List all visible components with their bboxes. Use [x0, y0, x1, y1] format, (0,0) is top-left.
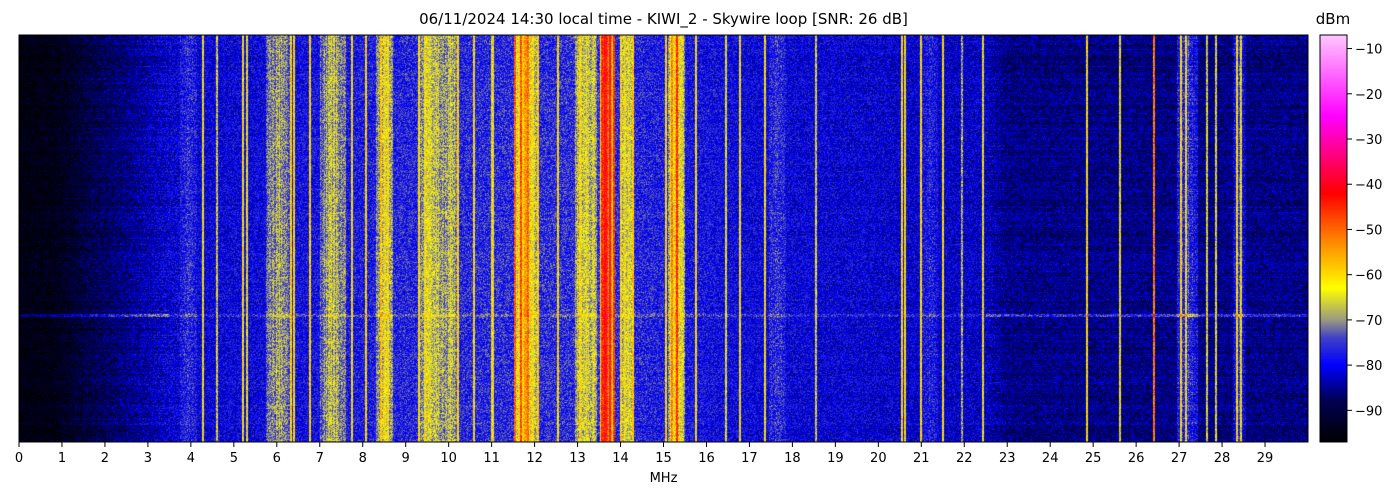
x-tick-label: 17: [741, 451, 758, 466]
colorbar-frame: [1319, 34, 1348, 443]
x-axis-label: MHz: [650, 471, 678, 486]
x-tick-label: 6: [273, 451, 281, 466]
waterfall-image: [19, 35, 1308, 442]
x-tick-label: 20: [870, 451, 887, 466]
colorbar: −10 −20 −30 −40 −50 −60 −70 −80 −90: [1319, 34, 1382, 443]
x-tick-label: 22: [956, 451, 973, 466]
colorbar-tick-label: −80: [1355, 359, 1382, 374]
x-tick-label: 10: [440, 451, 457, 466]
x-tick-label: 28: [1214, 451, 1231, 466]
x-tick-label: 25: [1085, 451, 1102, 466]
x-tick-label: 21: [913, 451, 930, 466]
chart-title: 06/11/2024 14:30 local time - KIWI_2 - S…: [419, 10, 908, 28]
colorbar-tick-label: −60: [1355, 269, 1382, 284]
x-tick-label: 14: [612, 451, 629, 466]
x-tick-label: 8: [359, 451, 367, 466]
x-tick-label: 11: [483, 451, 500, 466]
x-tick-label: 0: [15, 451, 23, 466]
x-tick-label: 15: [655, 451, 672, 466]
x-tick-label: 5: [230, 451, 238, 466]
colorbar-tick-label: −70: [1355, 314, 1382, 329]
x-tick-label: 19: [827, 451, 844, 466]
x-tick-label: 18: [784, 451, 801, 466]
colorbar-tick-label: −20: [1355, 88, 1382, 103]
colorbar-gradient: [1320, 35, 1347, 442]
x-tick-label: 12: [526, 451, 543, 466]
x-tick-label: 3: [144, 451, 152, 466]
x-tick-label: 24: [1042, 451, 1059, 466]
x-tick-label: 7: [316, 451, 324, 466]
spectrogram-heatmap: [19, 35, 1308, 442]
x-tick-label: 13: [569, 451, 586, 466]
colorbar-ticks: −10 −20 −30 −40 −50 −60 −70 −80 −90: [1347, 43, 1382, 419]
colorbar-tick-label: −50: [1355, 223, 1382, 238]
x-tick-label: 9: [402, 451, 410, 466]
x-tick-label: 29: [1257, 451, 1274, 466]
x-tick-label: 23: [999, 451, 1016, 466]
colorbar-tick-label: −40: [1355, 178, 1382, 193]
colorbar-label: dBm: [1315, 10, 1351, 28]
x-tick-label: 27: [1171, 451, 1188, 466]
colorbar-tick-label: −10: [1355, 43, 1382, 58]
x-axis: 0 1 2 3 4 5 6 7 8 9 10 11 12 13 14 15 16 17 18 19 20 21 22 23 24…: [15, 442, 1273, 466]
x-tick-label: 26: [1128, 451, 1145, 466]
x-tick-label: 1: [58, 451, 66, 466]
x-tick-label: 4: [187, 451, 195, 466]
colorbar-tick-label: −30: [1355, 133, 1382, 148]
x-tick-label: 16: [698, 451, 715, 466]
x-tick-label: 2: [101, 451, 109, 466]
colorbar-tick-label: −90: [1355, 404, 1382, 419]
